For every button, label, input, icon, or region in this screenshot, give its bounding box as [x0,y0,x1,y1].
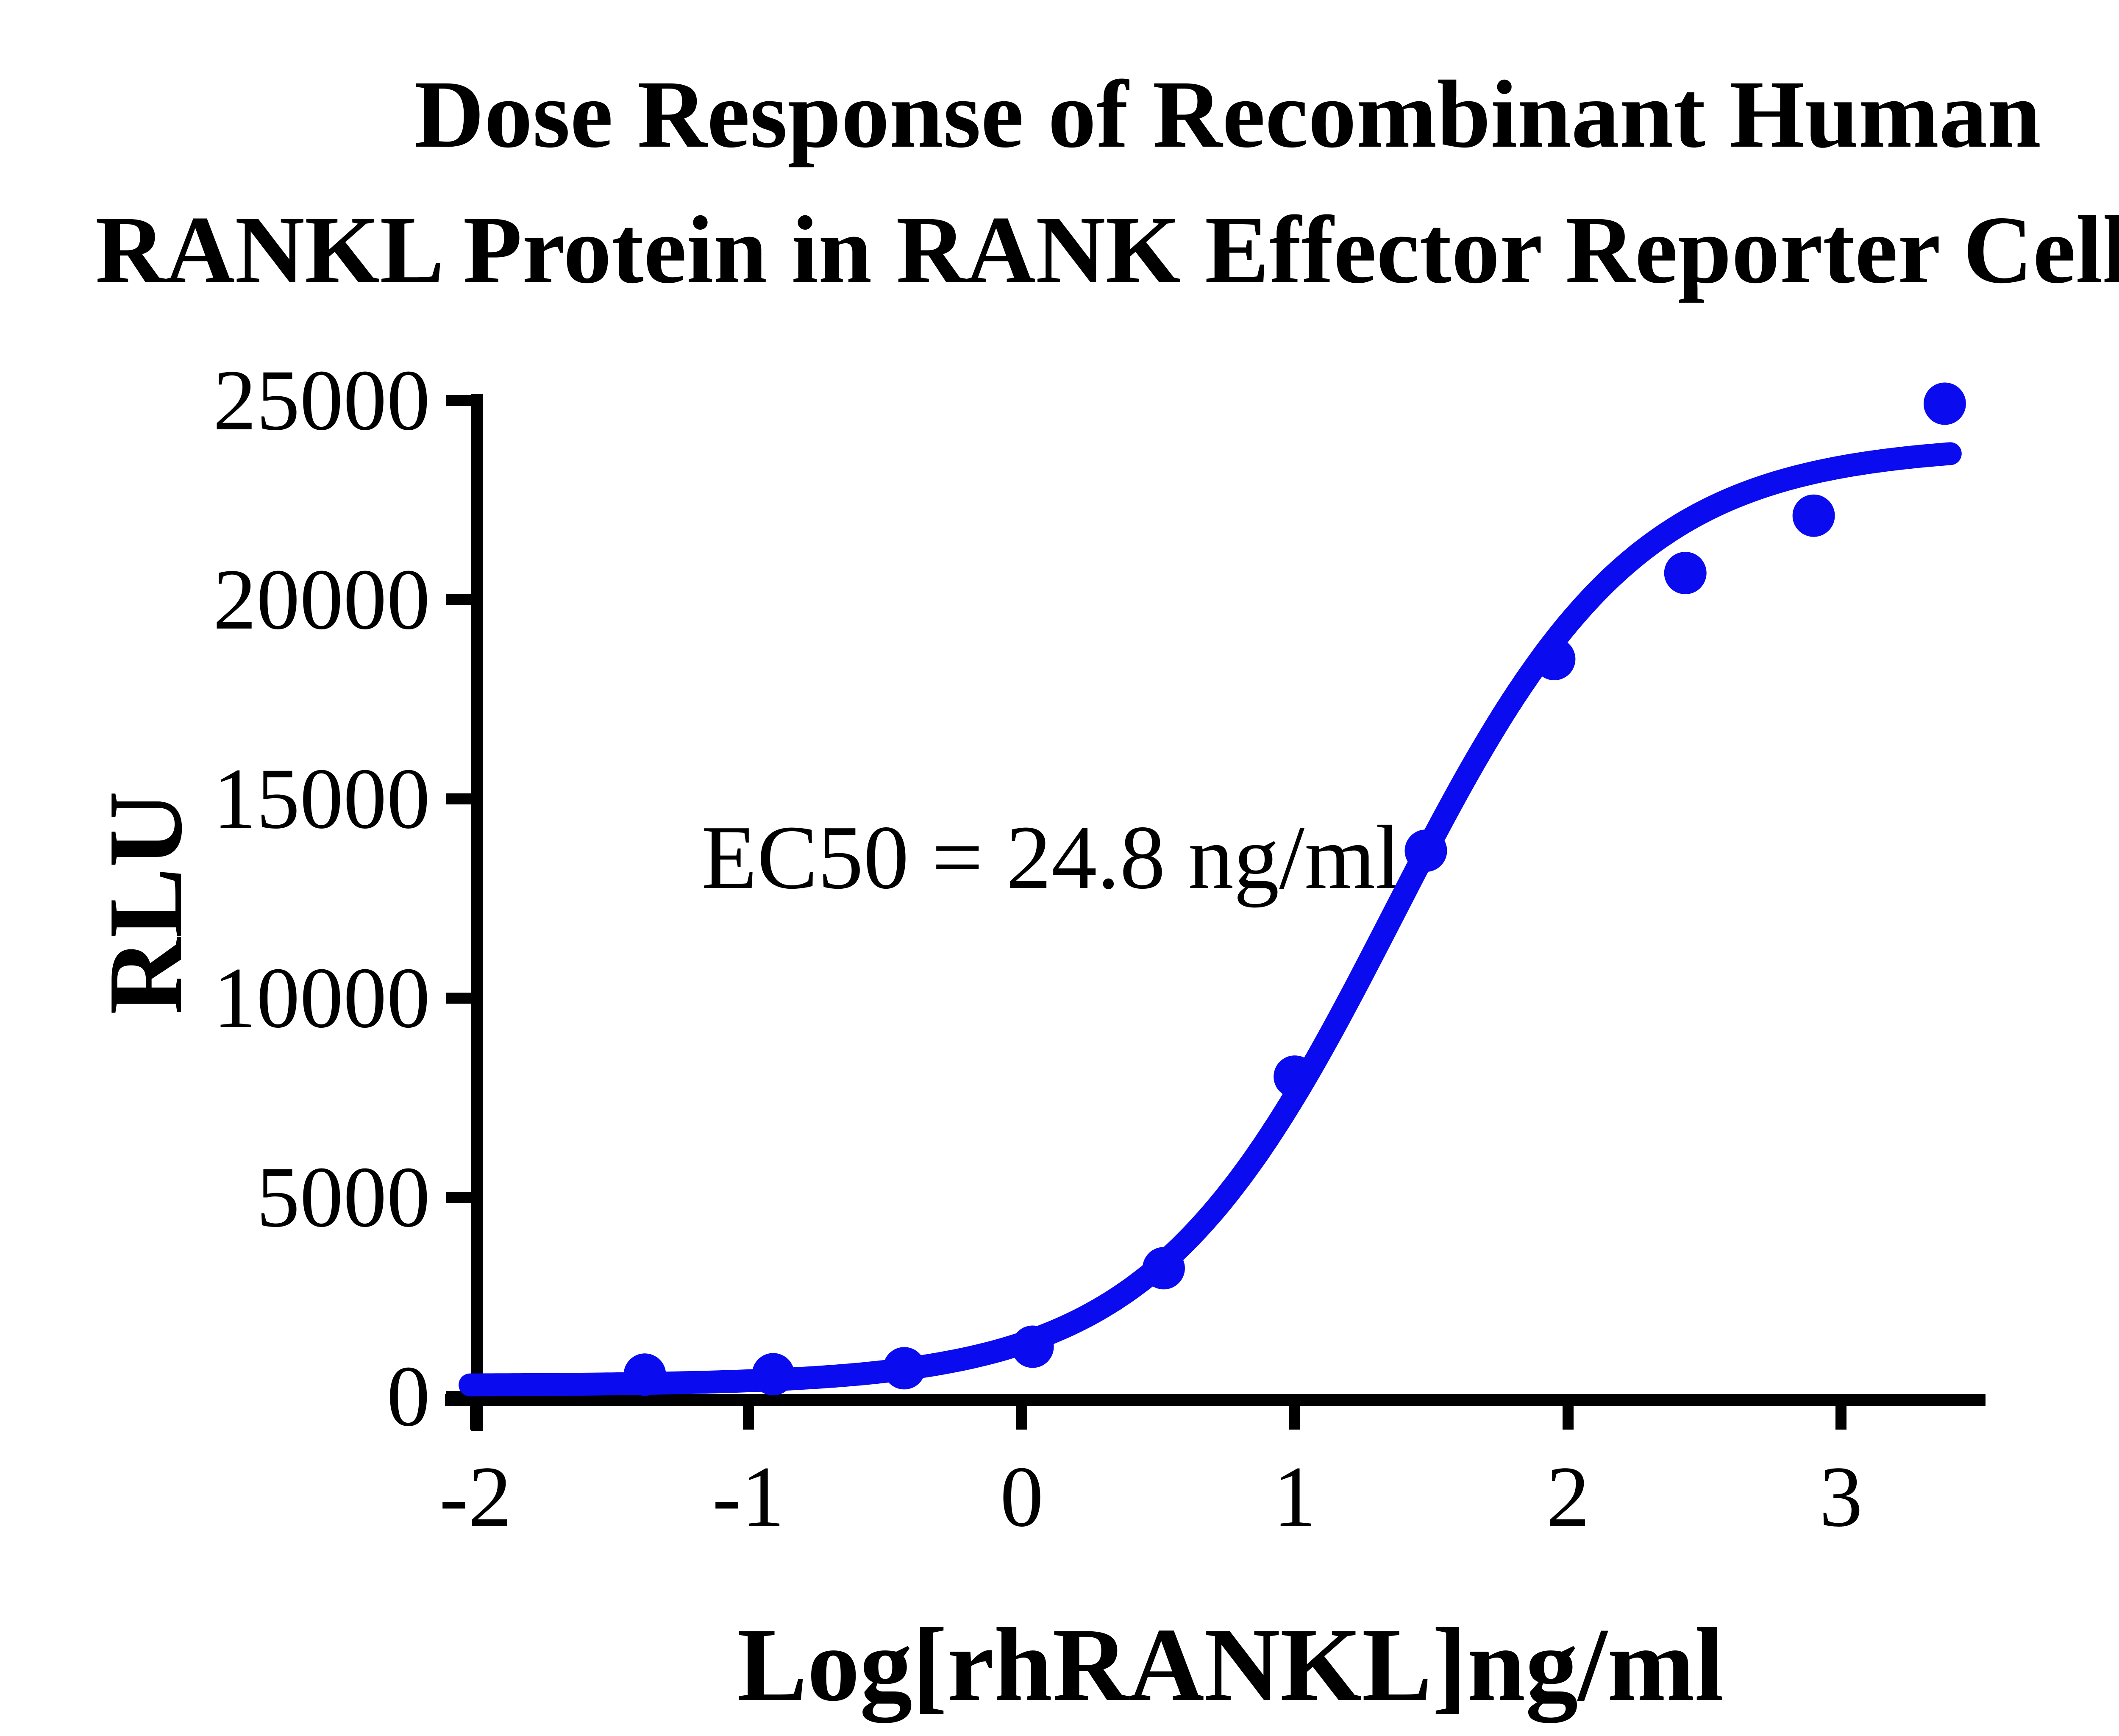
x-tick-label: -2 [439,1449,512,1545]
chart-title-line1: Dose Response of Recombinant Human [414,61,2041,168]
y-tick-label: 20000 [213,551,431,648]
y-tick-label: 0 [387,1348,431,1444]
fit-curve [459,442,1962,1397]
x-tick-label: 0 [1000,1449,1044,1545]
x-tick-label: -1 [712,1449,785,1545]
data-point [1274,1055,1316,1098]
data-point [623,1353,666,1396]
data-point [1923,382,1966,425]
chart-title: Dose Response of Recombinant Human RANKL… [0,47,2119,318]
data-point [1664,552,1707,594]
data-point [883,1347,926,1390]
x-axis-title: Log[rhRANKL]ng/ml [737,1606,1724,1723]
data-point [1142,1247,1185,1290]
y-tick [446,594,472,605]
chart-title-line2: RANKL Protein in RANK Effector Reporter … [95,197,2119,303]
data-point [1792,494,1835,537]
ec50-annotation: EC50 = 24.8 ng/ml [701,807,1401,908]
y-tick [446,993,472,1004]
y-tick-label: 10000 [213,950,431,1046]
x-tick [1835,1406,1846,1430]
x-tick [470,1406,481,1430]
x-tick-label: 1 [1273,1449,1317,1545]
y-tick [446,1192,472,1203]
x-tick-label: 2 [1546,1449,1590,1545]
y-tick [446,793,472,804]
x-axis-line [445,1394,1986,1406]
y-axis-line [471,394,483,1431]
data-point-layer [623,382,1966,1396]
fit-curve-layer [459,442,1962,1397]
data-point [1533,638,1576,681]
data-point [1011,1325,1054,1368]
y-tick-label: 5000 [256,1149,430,1245]
y-tick-label: 25000 [213,352,431,448]
x-tick [743,1406,754,1430]
x-tick [1016,1406,1027,1430]
x-tick-label: 3 [1819,1449,1863,1545]
x-tick [1563,1406,1574,1430]
y-tick [446,395,472,406]
x-tick [1289,1406,1300,1430]
y-tick-label: 15000 [213,751,431,847]
data-point [752,1353,795,1396]
data-point [1404,829,1447,872]
